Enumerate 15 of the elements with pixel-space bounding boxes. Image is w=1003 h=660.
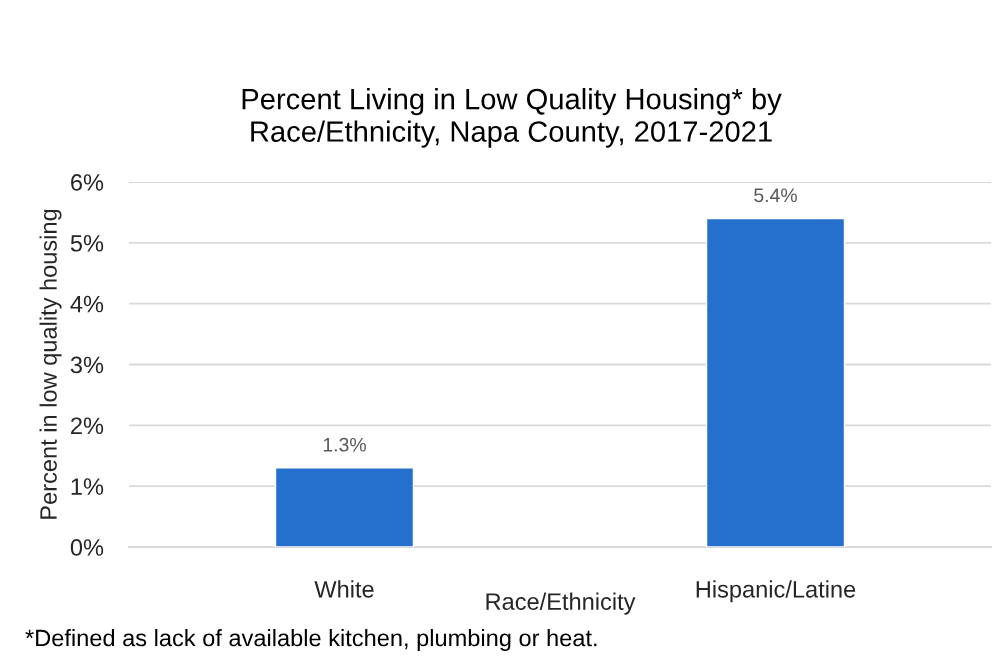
x-tick-label: White [314,580,374,598]
y-tick-label: 1% [71,478,104,495]
y-tick-label: 3% [70,356,104,374]
y-tick-label: 6% [71,174,104,191]
x-tick-label: Hispanic/Latine [696,580,856,603]
text: *Defined as lack of available kitchen, plumbing or heat. [25,628,597,652]
y-axis-title: Percent in low quality housing [39,209,62,519]
y-tick-label: 0% [70,539,104,556]
y-tick-label: 2% [71,417,104,435]
y-tick-label: 4% [70,295,104,313]
chart-title: Percent Living in Low Quality Housing* by Race/Ethnicity, Napa County, 2017-2021 [242,88,782,148]
x-axis-title: Race/Ethnicity [486,592,636,615]
data-label: 5.4% [754,188,797,203]
y-tick-label: 5% [70,235,104,252]
data-label: 1.3% [323,437,366,452]
